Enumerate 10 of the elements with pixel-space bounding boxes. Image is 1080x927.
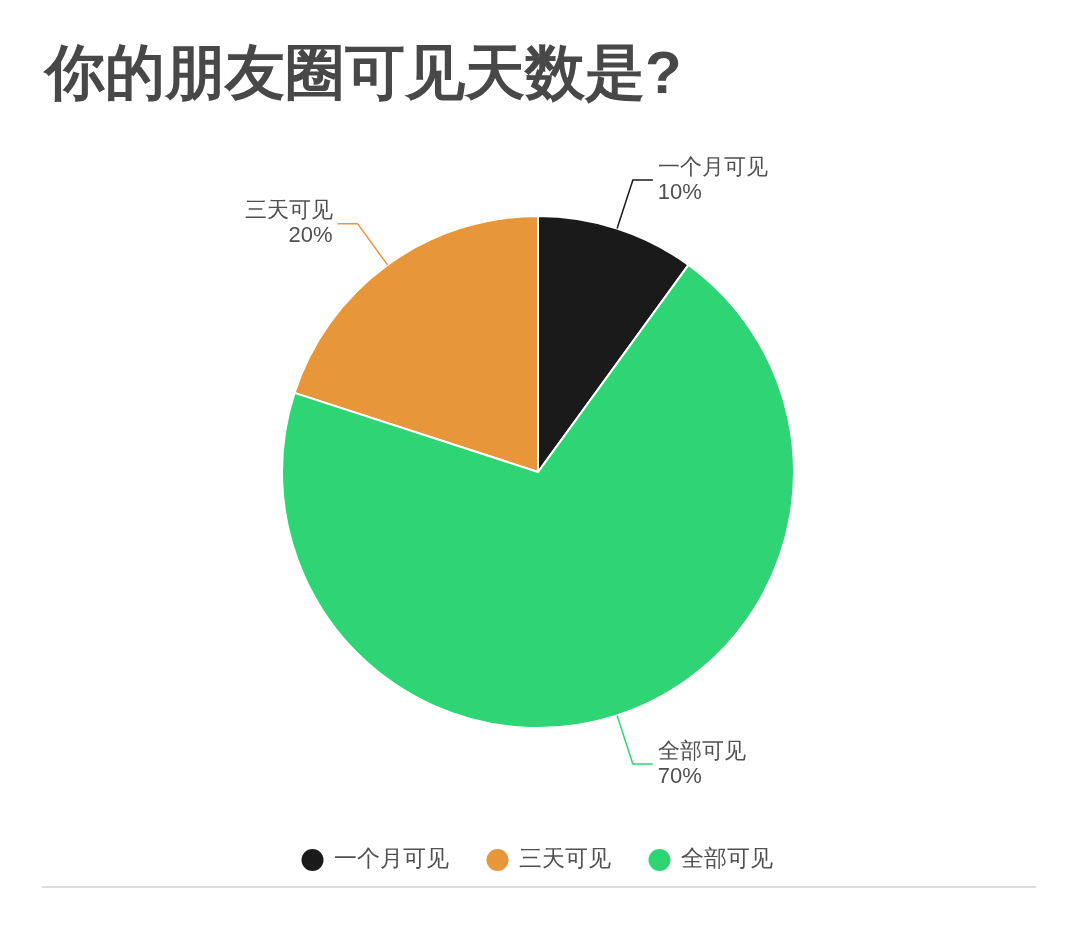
slice-label: 一个月可见 bbox=[657, 153, 768, 179]
legend-label: 全部可见 bbox=[680, 845, 773, 872]
chart-title: 你的朋友圈可见天数是? bbox=[43, 39, 682, 106]
legend-label: 三天可见 bbox=[518, 845, 611, 872]
slice-label: 全部可见 bbox=[657, 737, 746, 763]
data-label: 20% bbox=[288, 222, 333, 248]
legend-label: 一个月可见 bbox=[333, 845, 449, 872]
data-label: 70% bbox=[657, 762, 702, 788]
slice-label: 三天可见 bbox=[244, 197, 333, 223]
data-label: 10% bbox=[657, 178, 702, 204]
